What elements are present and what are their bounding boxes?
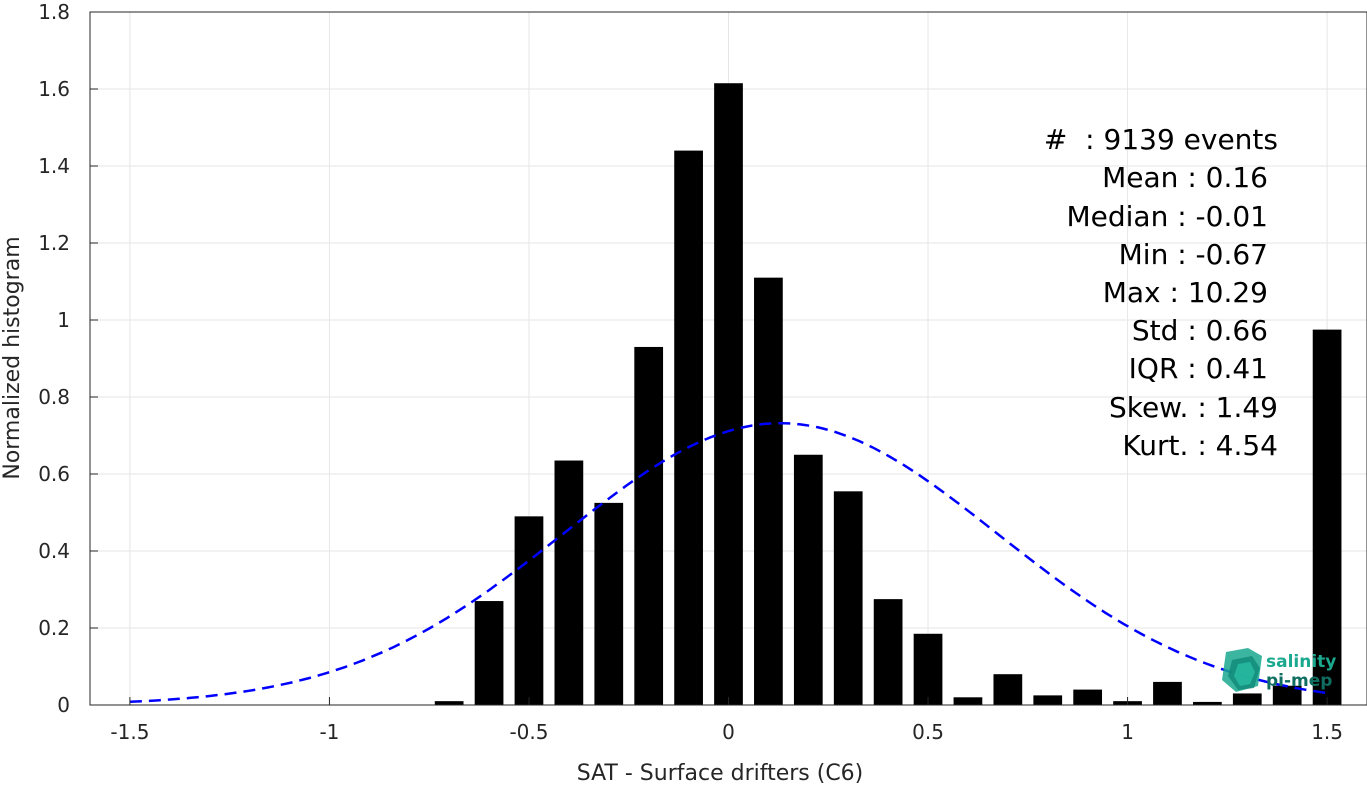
x-tick-label: 0.5 [912, 720, 944, 744]
histogram-bar [1193, 701, 1222, 705]
histogram-bar [993, 674, 1023, 705]
histogram-bars [434, 83, 1342, 706]
y-axis-label: Normalized histogram [0, 236, 25, 479]
stat-std: Std : 0.66 [1132, 314, 1268, 347]
histogram-bar [434, 701, 464, 705]
x-axis-label: SAT - Surface drifters (C6) [577, 761, 864, 785]
histogram-bar [1033, 695, 1063, 705]
histogram-bar [1272, 685, 1302, 705]
y-tick-label: 0.6 [38, 462, 70, 486]
histogram-bar [554, 460, 584, 705]
y-tick-label: 1 [57, 308, 70, 332]
histogram-bar [754, 277, 783, 705]
stat-kurt: Kurt. : 4.54 [1122, 429, 1278, 462]
stats-box: # : 9139 events Mean : 0.16 Median : -0.… [1044, 123, 1278, 462]
histogram-bar [594, 502, 624, 705]
logo-emblem-icon [1222, 648, 1262, 692]
salinity-pimep-logo: salinity pi-mep [1222, 648, 1336, 692]
stat-min: Min : -0.67 [1119, 238, 1268, 271]
stat-max: Max : 10.29 [1103, 276, 1268, 309]
x-tick-label: -1.5 [110, 720, 149, 744]
x-tick-label: -1 [319, 720, 339, 744]
histogram-bar [873, 599, 903, 705]
histogram-bar [1232, 693, 1262, 705]
y-tick-label: 1.4 [38, 154, 70, 178]
x-tick-label: 0 [722, 720, 735, 744]
stat-median: Median : -0.01 [1066, 200, 1268, 233]
logo-text-salinity: salinity [1266, 652, 1336, 672]
x-tick-label: 1 [1121, 720, 1134, 744]
y-axis-ticks: 0 0.2 0.4 0.6 0.8 1 1.2 1.4 1.6 1.8 [38, 0, 98, 717]
y-tick-label: 0.2 [38, 616, 70, 640]
y-tick-label: 1.8 [38, 0, 70, 24]
histogram-bar [953, 697, 983, 705]
histogram-bar [793, 454, 823, 705]
stat-iqr: IQR : 0.41 [1129, 352, 1268, 385]
x-tick-label: 1.5 [1311, 720, 1343, 744]
gaussian-fit-curve [129, 421, 1328, 704]
histogram-bar [474, 601, 504, 705]
stat-mean: Mean : 0.16 [1102, 161, 1268, 194]
y-tick-label: 1.6 [38, 77, 70, 101]
histogram-bar [514, 516, 544, 705]
stat-skew: Skew. : 1.49 [1109, 391, 1278, 424]
stat-events: # : 9139 events [1044, 123, 1278, 156]
logo-text-pimep: pi-mep [1266, 671, 1332, 691]
y-tick-label: 1.2 [38, 231, 70, 255]
histogram-bar [1073, 689, 1103, 705]
histogram-bar [1153, 681, 1182, 705]
y-tick-label: 0.4 [38, 539, 70, 563]
histogram-bar [674, 150, 703, 706]
x-axis-ticks: -1.5 -1 -0.5 0 0.5 1 1.5 [110, 697, 1343, 744]
y-tick-label: 0.8 [38, 385, 70, 409]
histogram-bar [913, 633, 943, 705]
histogram-bar [833, 491, 863, 705]
histogram-bar [714, 83, 743, 706]
histogram-bar [1312, 329, 1342, 705]
y-tick-label: 0 [57, 693, 70, 717]
x-tick-label: -0.5 [509, 720, 548, 744]
histogram-bar [634, 346, 664, 705]
